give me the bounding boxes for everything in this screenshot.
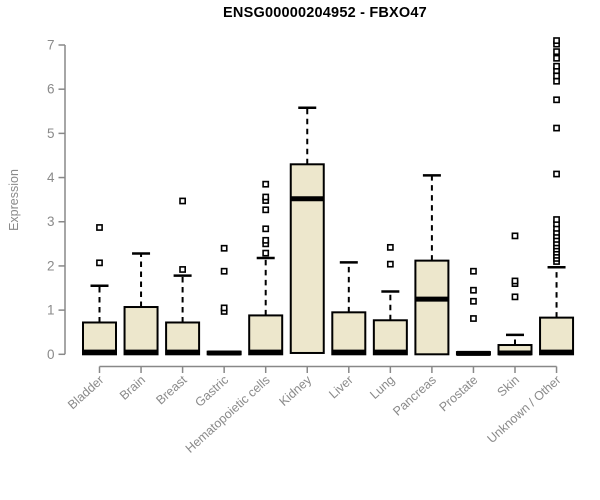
y-tick-label: 6 [47, 82, 55, 97]
iqr-box [539, 316, 575, 356]
iqr-box [289, 163, 325, 354]
outlier-point [262, 206, 270, 214]
boxplot-breast [165, 197, 201, 356]
outlier-point [262, 193, 270, 201]
x-category-label: Unknown / Other [484, 373, 563, 446]
outlier-point [553, 62, 560, 70]
outlier-point [511, 232, 519, 240]
boxplot-brain [123, 252, 159, 356]
outlier-point [470, 297, 477, 305]
outlier-point [511, 293, 519, 301]
boxplot-liver [331, 261, 367, 356]
x-category-label: Pancreas [390, 373, 439, 419]
y-tick-label: 4 [47, 170, 55, 185]
outlier-point [553, 48, 560, 56]
iqr-box [82, 321, 117, 356]
outlier-point [262, 225, 270, 233]
x-category-label: Liver [326, 373, 356, 402]
iqr-box [248, 314, 284, 356]
outlier-point [553, 72, 560, 80]
iqr-box [372, 319, 408, 356]
outlier-point [386, 260, 394, 268]
chart-title: ENSG00000204952 - FBXO47 [223, 5, 427, 21]
x-category-label: Skin [495, 373, 522, 400]
boxplot-hematopoietic-cells [248, 180, 284, 356]
iqr-box [414, 259, 450, 356]
y-axis: 0 1 2 3 4 5 6 7 [47, 38, 66, 362]
boxplot-lung [372, 243, 408, 356]
outlier-point [386, 243, 394, 251]
outlier-point [553, 124, 560, 132]
outlier-point [553, 77, 560, 85]
y-tick-label: 5 [47, 126, 55, 141]
iqr-box [331, 311, 367, 356]
outlier-point [96, 224, 103, 231]
y-tick-label: 0 [47, 347, 55, 362]
x-category-label: Kidney [276, 372, 314, 408]
outlier-point [220, 244, 228, 252]
outlier-point [96, 259, 103, 267]
boxplot-gastric [206, 244, 242, 356]
y-tick-label: 7 [47, 38, 55, 53]
outlier-point [470, 286, 477, 294]
outlier-point [179, 266, 186, 273]
outlier-point [220, 267, 228, 275]
iqr-box [165, 321, 201, 356]
boxplot-bladder [82, 224, 117, 356]
outlier-point [262, 249, 270, 257]
boxplot-unknown-other [539, 37, 575, 356]
y-tick-label: 2 [47, 258, 55, 273]
outlier-point [470, 267, 477, 275]
outlier-point [179, 197, 186, 205]
outlier-point [553, 54, 560, 62]
boxplot-kidney [289, 106, 325, 354]
boxplot-prostate [455, 267, 491, 356]
outlier-point [262, 236, 270, 244]
outlier-point [220, 304, 228, 312]
outlier-point [511, 277, 519, 285]
x-category-label: Brain [117, 373, 148, 403]
outlier-point [553, 96, 560, 104]
x-category-label: Lung [367, 373, 397, 402]
boxplot-skin [497, 232, 533, 356]
x-category-label: Bladder [65, 373, 106, 412]
outlier-point [553, 216, 560, 223]
x-category-label: Gastric [192, 373, 231, 410]
x-category-label: Breast [153, 372, 190, 407]
outlier-point [470, 315, 477, 322]
y-tick-label: 1 [47, 303, 55, 318]
boxplot-pancreas [414, 174, 450, 356]
iqr-box [123, 306, 159, 356]
outlier-point [262, 180, 270, 188]
x-category-label: Prostate [436, 373, 480, 415]
y-tick-label: 3 [47, 214, 55, 229]
outlier-point [553, 170, 560, 178]
outlier-point [553, 37, 560, 44]
